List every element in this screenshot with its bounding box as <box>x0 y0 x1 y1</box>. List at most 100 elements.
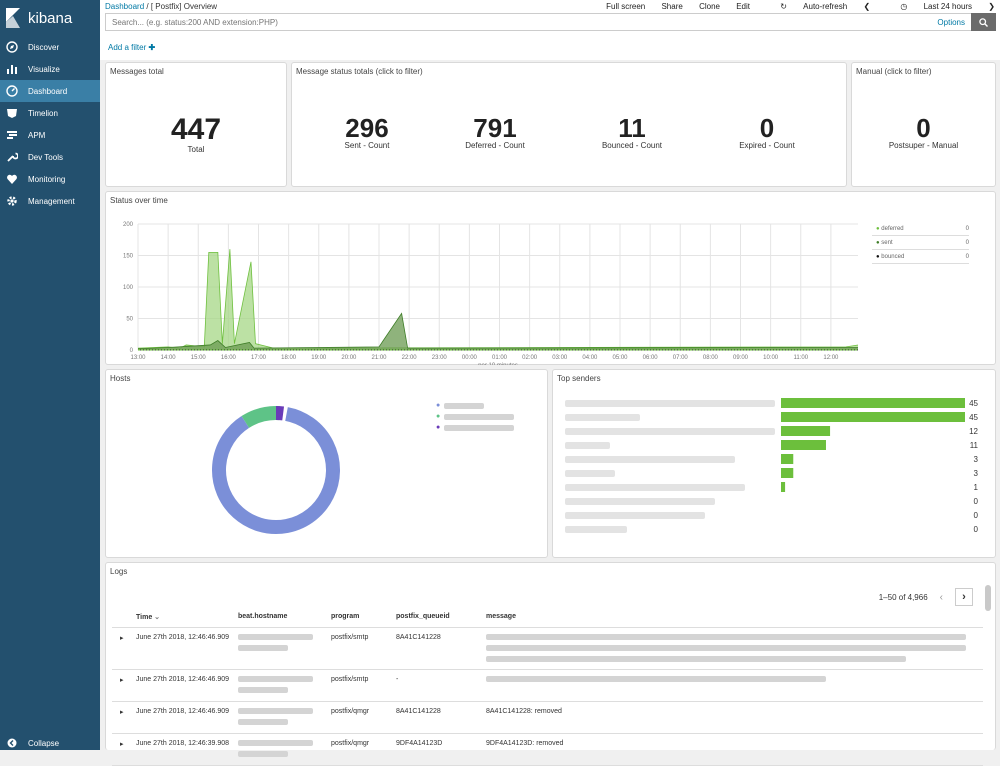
bar-value-label: 12 <box>969 427 978 436</box>
metric-label: Deferred - Count <box>450 141 540 150</box>
column-header-program[interactable]: program <box>331 607 396 627</box>
x-tick-label: 09:00 <box>733 355 749 361</box>
next-page-button[interactable]: › <box>955 588 973 606</box>
expand-toggle[interactable]: ▸ <box>112 701 136 733</box>
redacted-hostname <box>238 645 288 651</box>
expand-toggle[interactable]: ▸ <box>112 627 136 669</box>
table-row[interactable]: ▸ June 27th 2018, 12:46:46.909 postfix/s… <box>112 669 983 701</box>
options-link[interactable]: Options <box>937 18 965 27</box>
metric-label: Expired - Count <box>722 141 812 150</box>
metric-value: 447 <box>106 115 286 145</box>
legend-item-deferred[interactable]: ● deferred 0 <box>872 222 969 236</box>
sidebar-item-dashboard[interactable]: Dashboard <box>0 80 100 102</box>
clone-button[interactable]: Clone <box>699 2 720 11</box>
x-tick-label: 11:00 <box>793 355 808 361</box>
sender-bar[interactable] <box>781 412 965 422</box>
table-row[interactable]: ▸ June 27th 2018, 12:46:46.909 postfix/s… <box>112 627 983 669</box>
legend-item-sent[interactable]: ● sent 0 <box>872 236 969 250</box>
sidebar-item-apm[interactable]: APM <box>0 124 100 146</box>
host-legend-item[interactable]: ● <box>436 422 514 433</box>
sidebar-item-monitoring[interactable]: Monitoring <box>0 168 100 190</box>
search-button[interactable] <box>971 13 996 31</box>
cell-program: postfix/qmgr <box>331 701 396 733</box>
time-next-button[interactable]: ❯ <box>988 2 995 11</box>
add-filter-link[interactable]: Add a filter ✚ <box>108 43 155 52</box>
panel-title: Top senders <box>557 374 601 383</box>
redacted-sender-label <box>565 442 610 449</box>
cell-message <box>486 669 983 701</box>
sender-bar[interactable] <box>781 482 785 492</box>
x-tick-label: 23:00 <box>432 355 448 361</box>
time-range-button[interactable]: ◷ Last 24 hours <box>886 2 972 11</box>
sidebar-item-timelion[interactable]: Timelion <box>0 102 100 124</box>
expand-toggle[interactable]: ▸ <box>112 733 136 765</box>
column-label: Time <box>136 614 152 621</box>
column-header-message[interactable]: message <box>486 607 983 627</box>
edit-button[interactable]: Edit <box>736 2 750 11</box>
add-filter-label: Add a filter <box>108 43 146 52</box>
full-screen-button[interactable]: Full screen <box>606 2 645 11</box>
legend-item-bounced[interactable]: ● bounced 0 <box>872 250 969 264</box>
prev-page-button[interactable]: ‹ <box>940 592 943 603</box>
table-row[interactable]: ▸ June 27th 2018, 12:46:39.908 postfix/q… <box>112 733 983 765</box>
search-input[interactable] <box>112 18 812 27</box>
share-button[interactable]: Share <box>661 2 682 11</box>
legend-dot: ● <box>436 424 440 431</box>
sender-bar[interactable] <box>781 454 793 464</box>
scrollbar[interactable] <box>985 585 991 611</box>
metric-manual[interactable]: 0 Postsuper - Manual <box>852 115 995 150</box>
logs-panel: Logs 1–50 of 4,966 ‹ › Time ⌄ beat.hostn… <box>105 562 996 750</box>
x-tick-label: 07:00 <box>673 355 689 361</box>
search-icon <box>979 18 988 27</box>
host-legend-item[interactable]: ● <box>436 400 514 411</box>
pagination: 1–50 of 4,966 ‹ › <box>879 588 973 606</box>
sender-bar[interactable] <box>781 468 793 478</box>
panel-title: Hosts <box>110 374 130 383</box>
sender-bar[interactable] <box>781 440 826 450</box>
column-header-queueid[interactable]: postfix_queueid <box>396 607 486 627</box>
sidebar-item-management[interactable]: Management <box>0 190 100 212</box>
y-tick-label: 150 <box>123 254 134 260</box>
metric-value: 791 <box>450 115 540 141</box>
cell-queueid: 9DF4A14123D <box>396 733 486 765</box>
kibana-logo-icon <box>6 8 20 28</box>
time-prev-button[interactable]: ❮ <box>863 2 870 11</box>
sender-bar[interactable] <box>781 426 830 436</box>
x-tick-label: 01:00 <box>492 355 508 361</box>
host-legend-item[interactable]: ● <box>436 411 514 422</box>
metric-total[interactable]: 447 Total <box>106 115 286 154</box>
donut-slice[interactable] <box>219 414 333 527</box>
area-deferred[interactable] <box>138 249 858 350</box>
donut-slice[interactable] <box>245 413 279 422</box>
column-header-time[interactable]: Time ⌄ <box>136 607 238 627</box>
legend-value: 0 <box>966 254 969 260</box>
redacted-hostname <box>238 687 288 693</box>
auto-refresh-button[interactable]: ↻ Auto-refresh <box>766 2 847 11</box>
redacted-message <box>486 656 906 662</box>
metric-value: 11 <box>587 115 677 141</box>
expand-toggle[interactable]: ▸ <box>112 669 136 701</box>
refresh-icon: ↻ <box>780 2 789 11</box>
sidebar-item-visualize[interactable]: Visualize <box>0 58 100 80</box>
cell-time: June 27th 2018, 12:46:39.908 <box>136 733 238 765</box>
table-row[interactable]: ▸ June 27th 2018, 12:46:46.909 postfix/q… <box>112 701 983 733</box>
sender-bar[interactable] <box>781 398 965 408</box>
breadcrumb-dashboard-link[interactable]: Dashboard <box>105 2 144 11</box>
timelion-icon <box>6 107 18 119</box>
redacted-sender-label <box>565 414 640 421</box>
bar-value-label: 11 <box>970 441 979 450</box>
sidebar-item-dev-tools[interactable]: Dev Tools <box>0 146 100 168</box>
sidebar-item-label: Dashboard <box>28 87 67 96</box>
kibana-logo[interactable]: kibana <box>0 0 100 36</box>
column-header-hostname[interactable]: beat.hostname <box>238 607 331 627</box>
x-tick-label: 20:00 <box>341 355 357 361</box>
sidebar-item-discover[interactable]: Discover <box>0 36 100 58</box>
collapse-button[interactable]: Collapse <box>0 736 100 750</box>
redacted-sender-label <box>565 512 705 519</box>
